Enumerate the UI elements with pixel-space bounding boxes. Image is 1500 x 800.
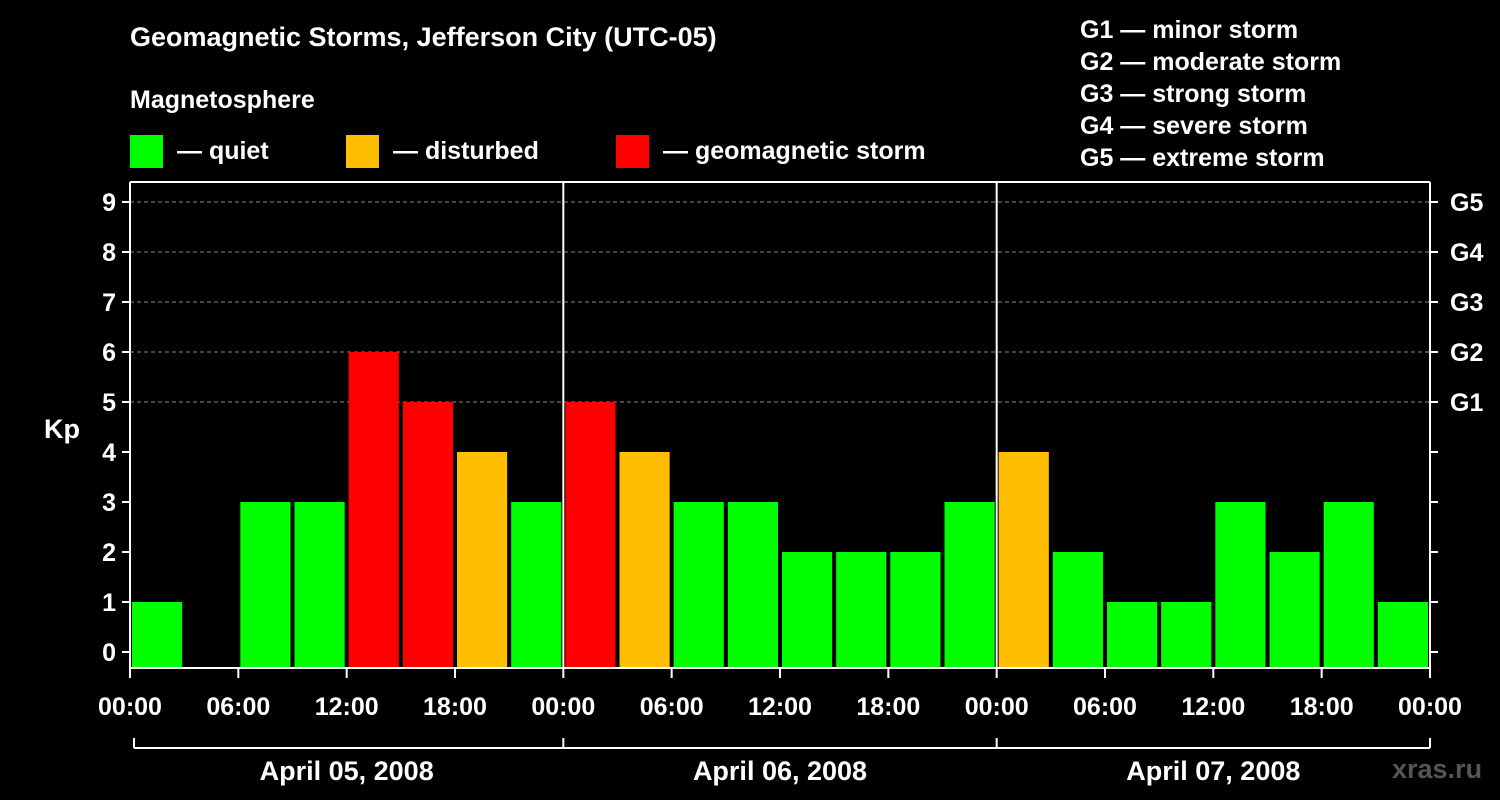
legend-storm: — geomagnetic storm: [616, 134, 926, 168]
ytick-label-0: 0: [102, 639, 116, 667]
bar-17: [1052, 552, 1103, 668]
bar-5: [402, 402, 453, 668]
legend-swatch-disturbed: [346, 134, 379, 168]
legend-swatch-quiet: [130, 134, 163, 168]
bar-16: [998, 452, 1049, 668]
legend-label-quiet: — quiet: [177, 136, 269, 165]
y-axis-label: Kp: [44, 414, 80, 444]
bar-7: [511, 502, 562, 668]
magnetosphere-label: Magnetosphere: [130, 86, 315, 114]
date-label-0: April 05, 2008: [260, 756, 434, 786]
g-label-G1: G1: [1450, 389, 1483, 417]
bar-13: [836, 552, 887, 668]
date-label-1: April 06, 2008: [693, 756, 867, 786]
bar-4: [348, 352, 399, 668]
legend-disturbed: — disturbed: [346, 134, 539, 168]
g-label-G3: G3: [1450, 289, 1483, 317]
storm-scale-list: G1 — minor storm G2 — moderate storm G3 …: [1080, 14, 1341, 174]
bar-8: [565, 402, 616, 668]
chart-title: Geomagnetic Storms, Jefferson City (UTC-…: [130, 22, 717, 52]
g-label-G4: G4: [1450, 239, 1483, 267]
ytick-label-3: 3: [102, 489, 116, 517]
bar-22: [1323, 502, 1374, 668]
legend-label-storm: — geomagnetic storm: [663, 136, 926, 165]
bar-10: [673, 502, 724, 668]
xtick-label-1: 06:00: [206, 693, 270, 721]
bar-15: [944, 502, 995, 668]
xtick-label-2: 12:00: [315, 693, 379, 721]
scale-g1: G1 — minor storm: [1080, 16, 1299, 44]
scale-g2: G2 — moderate storm: [1080, 48, 1342, 76]
bar-2: [240, 502, 291, 668]
legend-swatch-storm: [616, 134, 649, 168]
legend-quiet: — quiet: [130, 134, 269, 168]
bar-23: [1377, 602, 1428, 668]
g-label-G5: G5: [1450, 189, 1483, 217]
bar-0: [132, 602, 183, 668]
scale-g4: G4 — severe storm: [1080, 112, 1308, 140]
bar-12: [782, 552, 833, 668]
xtick-label-5: 06:00: [640, 693, 704, 721]
ytick-label-2: 2: [102, 539, 116, 567]
bar-19: [1161, 602, 1212, 668]
xtick-label-12: 00:00: [1398, 693, 1462, 721]
bar-11: [727, 502, 778, 668]
ytick-label-9: 9: [102, 189, 116, 217]
xtick-label-3: 18:00: [423, 693, 487, 721]
xtick-label-7: 18:00: [856, 693, 920, 721]
bar-6: [457, 452, 508, 668]
date-label-2: April 07, 2008: [1126, 756, 1300, 786]
ytick-label-4: 4: [102, 439, 116, 467]
scale-g5: G5 — extreme storm: [1080, 144, 1325, 172]
ytick-label-7: 7: [102, 289, 116, 317]
xtick-label-6: 12:00: [748, 693, 812, 721]
bar-9: [619, 452, 670, 668]
xtick-label-4: 00:00: [531, 693, 595, 721]
scale-g3: G3 — strong storm: [1080, 80, 1307, 108]
bar-20: [1215, 502, 1266, 668]
watermark: xras.ru: [1392, 754, 1483, 784]
g-label-G2: G2: [1450, 339, 1483, 367]
ytick-label-5: 5: [102, 389, 116, 417]
xtick-label-10: 12:00: [1181, 693, 1245, 721]
xtick-label-9: 06:00: [1073, 693, 1137, 721]
xtick-label-0: 00:00: [98, 693, 162, 721]
legend-label-disturbed: — disturbed: [393, 136, 539, 165]
bar-3: [294, 502, 345, 668]
bar-21: [1269, 552, 1320, 668]
bar-14: [890, 552, 941, 668]
bar-18: [1107, 602, 1158, 668]
ytick-label-8: 8: [102, 239, 116, 267]
ytick-label-1: 1: [102, 589, 116, 617]
ytick-label-6: 6: [102, 339, 116, 367]
xtick-label-8: 00:00: [965, 693, 1029, 721]
xtick-label-11: 18:00: [1290, 693, 1354, 721]
